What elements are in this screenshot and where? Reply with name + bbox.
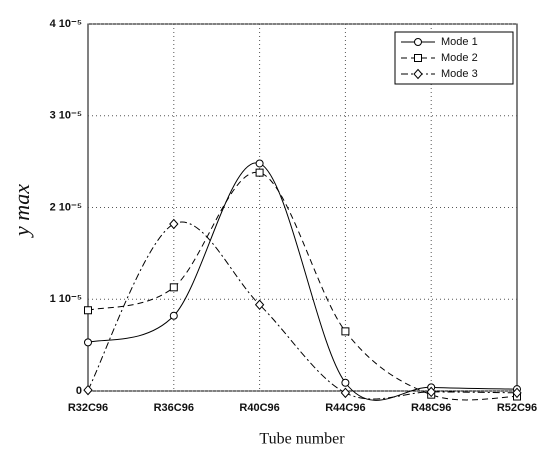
x-tick-label: R52C96 xyxy=(497,402,537,414)
legend-label: Mode 3 xyxy=(441,68,478,80)
data-point xyxy=(512,387,522,399)
legend-label: Mode 1 xyxy=(441,36,478,48)
data-point xyxy=(254,299,265,311)
series-line xyxy=(87,221,518,400)
data-point xyxy=(255,168,264,177)
series-line xyxy=(87,162,518,401)
x-tick-label: R44C96 xyxy=(325,402,365,414)
legend-marker xyxy=(414,54,422,62)
x-tick-label: R48C96 xyxy=(411,402,451,414)
data-point xyxy=(341,327,350,336)
y-axis-label: y max xyxy=(9,184,34,238)
legend-label: Mode 2 xyxy=(441,52,478,64)
data-point xyxy=(340,387,351,399)
data-point xyxy=(169,311,178,320)
data-point xyxy=(169,283,178,292)
data-point xyxy=(84,306,92,315)
y-tick-label: 1 10⁻⁵ xyxy=(50,293,82,305)
y-tick-label: 0 xyxy=(76,385,82,397)
y-tick-label: 4 10⁻⁵ xyxy=(50,18,82,30)
legend-marker xyxy=(413,68,423,80)
y-tick-label: 3 10⁻⁵ xyxy=(50,110,82,122)
data-point xyxy=(341,378,350,387)
x-axis-label: Tube number xyxy=(259,431,345,448)
series-line xyxy=(87,172,518,401)
x-tick-label: R32C96 xyxy=(68,402,108,414)
legend-marker xyxy=(414,38,422,46)
data-point xyxy=(84,338,92,347)
data-point xyxy=(255,159,264,168)
x-tick-label: R40C96 xyxy=(239,402,279,414)
data-point xyxy=(169,218,179,230)
data-point xyxy=(83,384,93,396)
x-tick-label: R36C96 xyxy=(154,402,194,414)
y-tick-label: 2 10⁻⁵ xyxy=(50,201,82,213)
data-point xyxy=(426,386,436,398)
